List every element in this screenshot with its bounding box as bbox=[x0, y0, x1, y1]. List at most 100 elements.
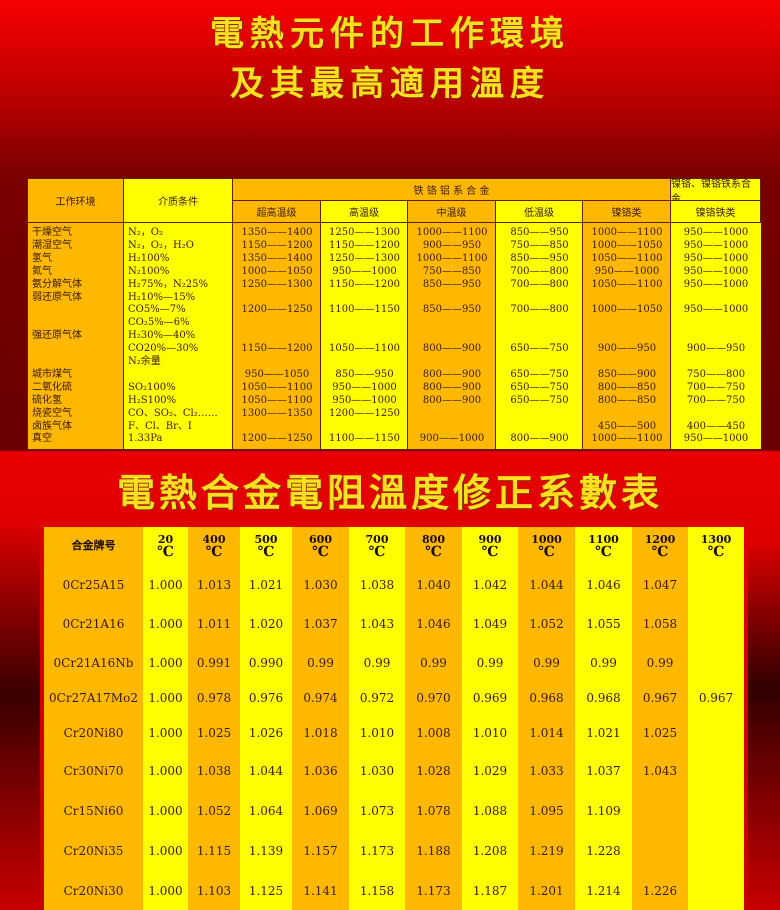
temperature-range-cell: 1100——1150 bbox=[329, 433, 400, 445]
temperature-range-cell: 1150——1200 bbox=[329, 278, 400, 290]
medium-cell: CO5%—7% bbox=[128, 304, 186, 316]
coefficient-cell bbox=[632, 831, 688, 871]
temperature-value: 800 bbox=[422, 532, 445, 546]
coefficient-cell: 0.99 bbox=[307, 655, 334, 670]
coefficient-cell: 0.976 bbox=[248, 690, 284, 705]
celsius-unit: ℃ bbox=[257, 543, 275, 560]
temperature-range-cell bbox=[408, 292, 496, 305]
coefficient-cell: 1.036 bbox=[303, 764, 338, 778]
medium-cell: F、Cl、Br、I bbox=[128, 420, 192, 432]
coefficient-cell bbox=[688, 714, 744, 751]
temperature-range-cell: 900——950 bbox=[686, 343, 746, 355]
header-temperature: 400 ℃ bbox=[188, 527, 240, 565]
temperature-range-cell: 850——950 bbox=[422, 304, 482, 316]
coefficient-cell: 1.044 bbox=[529, 577, 564, 592]
temperature-range-cell: 1350——1400 bbox=[241, 227, 313, 238]
environment-cell bbox=[32, 317, 124, 330]
temperature-range-cell bbox=[321, 292, 408, 305]
celsius-unit: ℃ bbox=[651, 543, 669, 560]
coefficient-cell: 1.208 bbox=[472, 844, 508, 858]
coefficient-cell: 1.069 bbox=[303, 804, 338, 818]
temperature-range-cell bbox=[408, 421, 496, 434]
coefficient-cell: 1.173 bbox=[416, 883, 451, 898]
coefficient-cell: 1.115 bbox=[196, 844, 232, 858]
temperature-range-cell: 950——1000 bbox=[332, 265, 397, 277]
coefficient-cell: 1.073 bbox=[359, 804, 395, 818]
table1-column bbox=[496, 179, 583, 449]
coefficient-cell: 0.969 bbox=[472, 690, 508, 705]
coefficient-cell bbox=[688, 831, 744, 871]
temperature-range-cell: 1250——1300 bbox=[241, 278, 313, 290]
medium-cell: N₂余量 bbox=[128, 356, 161, 367]
celsius-unit: ℃ bbox=[538, 543, 555, 560]
coefficient-cell: 1.043 bbox=[642, 764, 678, 778]
temperature-range-cell: 1200——1250 bbox=[241, 304, 313, 316]
coefficient-cell: 1.046 bbox=[416, 617, 451, 631]
coefficient-cell: 1.044 bbox=[248, 764, 284, 778]
temperature-range-cell: 1150——1200 bbox=[241, 343, 313, 355]
coefficient-cell: 1.029 bbox=[472, 764, 508, 778]
temperature-range-cell: 750——850 bbox=[510, 239, 569, 251]
background-shade-right bbox=[748, 540, 780, 910]
temperature-range-cell: 800——900 bbox=[422, 368, 482, 380]
alloy-grade-cell: 0Cr27A17Mo2 bbox=[49, 690, 138, 705]
celsius-unit: ℃ bbox=[707, 543, 725, 560]
coefficient-cell: 0.99 bbox=[533, 655, 560, 670]
coefficient-cell: 1.064 bbox=[248, 804, 284, 818]
temperature-range-cell bbox=[321, 317, 408, 330]
coefficient-cell: 1.157 bbox=[303, 844, 338, 858]
header-grade: 超高温级 bbox=[233, 201, 321, 223]
correction-table-title: 電熱合金電阻溫度修正系數表 bbox=[116, 470, 663, 515]
temperature-range-cell bbox=[583, 408, 671, 421]
temperature-range-cell bbox=[408, 356, 496, 369]
coefficient-cell: 1.037 bbox=[303, 617, 338, 631]
coefficient-cell: 1.052 bbox=[196, 804, 232, 818]
title-line-1: 電熱元件的工作環境 bbox=[210, 14, 570, 54]
table1-column bbox=[124, 179, 233, 449]
coefficient-cell: 1.000 bbox=[148, 883, 183, 898]
environment-cell: 硫化氢 bbox=[32, 394, 62, 406]
celsius-unit: ℃ bbox=[425, 543, 442, 560]
temperature-range-cell: 1150——1200 bbox=[241, 239, 313, 251]
coefficient-cell: 1.095 bbox=[529, 804, 564, 818]
environment-cell: 干燥空气 bbox=[32, 227, 72, 238]
medium-cell: N₂，O₂，H₂O bbox=[128, 239, 194, 251]
temperature-range-cell: 1050——1100 bbox=[591, 278, 663, 290]
temperature-range-cell: 700——750 bbox=[686, 381, 746, 393]
coefficient-cell bbox=[688, 565, 744, 604]
table2-column bbox=[188, 527, 240, 910]
coefficient-cell: 0.990 bbox=[248, 655, 284, 670]
coefficient-cell: 1.037 bbox=[586, 764, 621, 778]
temperature-range-cell: 800——900 bbox=[422, 381, 482, 393]
temperature-range-cell: 750——800 bbox=[686, 368, 746, 380]
resistance-correction-table: 合金牌号 20 ℃ 400 ℃ 500 ℃ 600 ℃ 700 ℃ 800 ℃ 900 ℃ 1000 ℃ 1100… bbox=[44, 527, 744, 910]
celsius-unit: ℃ bbox=[312, 543, 329, 560]
table1-column bbox=[583, 179, 671, 449]
header-temperature: 1100 ℃ bbox=[575, 527, 632, 565]
coefficient-cell: 1.055 bbox=[586, 617, 621, 631]
temperature-range-cell: 800——850 bbox=[597, 381, 657, 393]
alloy-grade-cell: 0Cr25A15 bbox=[62, 577, 125, 592]
temperature-range-cell: 1000——1050 bbox=[241, 265, 313, 277]
environment-cell: 卤族气体 bbox=[32, 420, 72, 432]
coefficient-cell: 1.030 bbox=[303, 577, 338, 592]
temperature-range-cell: 650——750 bbox=[510, 394, 569, 406]
coefficient-cell: 0.968 bbox=[586, 690, 621, 705]
temperature-range-cell: 1000——1050 bbox=[591, 304, 663, 316]
header-alloy-grade: 合金牌号 bbox=[71, 539, 116, 552]
environment-cell: 城市煤气 bbox=[32, 368, 72, 380]
table2-column bbox=[405, 527, 462, 910]
header-temperature: 600 ℃ bbox=[292, 527, 349, 565]
coefficient-cell bbox=[688, 791, 744, 831]
header-nicr-alloys: 镍铬、镍铬铁系合金 bbox=[671, 179, 761, 205]
header-fecral-alloys: 铁 铬 铝 系 合 金 bbox=[233, 179, 671, 201]
title-line-2: 及其最高適用溫度 bbox=[230, 64, 550, 104]
temperature-range-cell: 1100——1150 bbox=[329, 304, 400, 316]
coefficient-cell bbox=[688, 604, 744, 644]
coefficient-cell: 0.972 bbox=[359, 690, 395, 705]
medium-cell: H₂30%—40% bbox=[128, 330, 196, 342]
medium-cell: H₂S100% bbox=[128, 394, 177, 406]
temperature-range-cell bbox=[671, 330, 761, 343]
temperature-range-cell: 1000——1100 bbox=[591, 227, 663, 238]
coefficient-cell: 0.99 bbox=[590, 655, 617, 670]
